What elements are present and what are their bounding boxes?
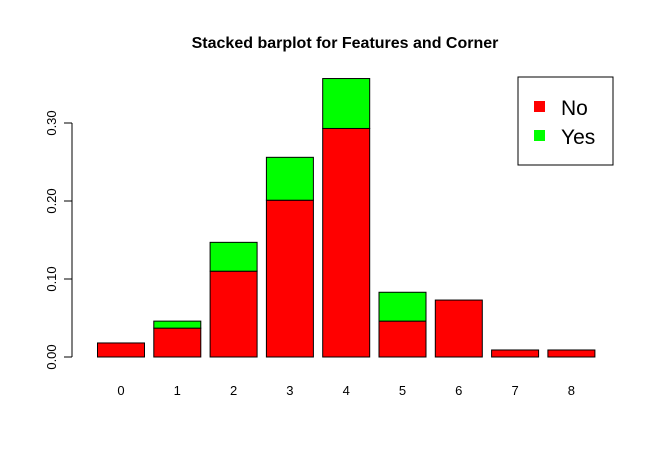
y-tick-label: 0.00 [44,344,59,369]
bar-segment-no-5 [378,320,427,358]
legend-label-yes: Yes [561,126,595,149]
bar-segment-yes-1 [153,320,202,329]
y-axis: 0.00 0.10 0.20 0.30 [44,110,73,370]
bar-segment-no-3 [265,199,314,358]
chart-title: Stacked barplot for Features and Corner [192,35,499,52]
x-tick-label: 6 [455,383,462,398]
legend-box [517,76,614,166]
bar-segment-yes-4 [322,78,371,129]
legend-swatch-no [534,101,545,112]
bar-segment-no-8 [547,349,596,358]
bar-segment-no-4 [322,127,371,358]
bar-segment-no-7 [491,349,540,358]
x-tick-label: 4 [343,383,350,398]
legend: No Yes [517,76,614,166]
x-tick-label: 5 [399,383,406,398]
x-tick-label: 7 [511,383,518,398]
bar-segment-no-2 [209,270,258,358]
x-axis-labels: 0 1 2 3 4 5 6 7 8 [117,383,575,398]
x-tick-label: 2 [230,383,237,398]
x-tick-label: 0 [117,383,124,398]
bar-segment-yes-3 [265,156,314,201]
bar-segment-no-0 [97,342,145,358]
bar-segment-yes-5 [378,291,427,322]
bar-segment-no-1 [153,327,202,358]
y-tick-label: 0.10 [44,266,59,291]
bar-segment-no-6 [434,299,483,358]
legend-label-no: No [561,97,588,120]
bars [97,78,596,358]
y-tick-label: 0.20 [44,188,59,213]
x-tick-label: 1 [174,383,181,398]
bar-segment-yes-2 [209,241,258,272]
legend-swatch-yes [534,130,545,141]
x-tick-label: 8 [568,383,575,398]
y-tick-label: 0.30 [44,110,59,135]
x-tick-label: 3 [286,383,293,398]
